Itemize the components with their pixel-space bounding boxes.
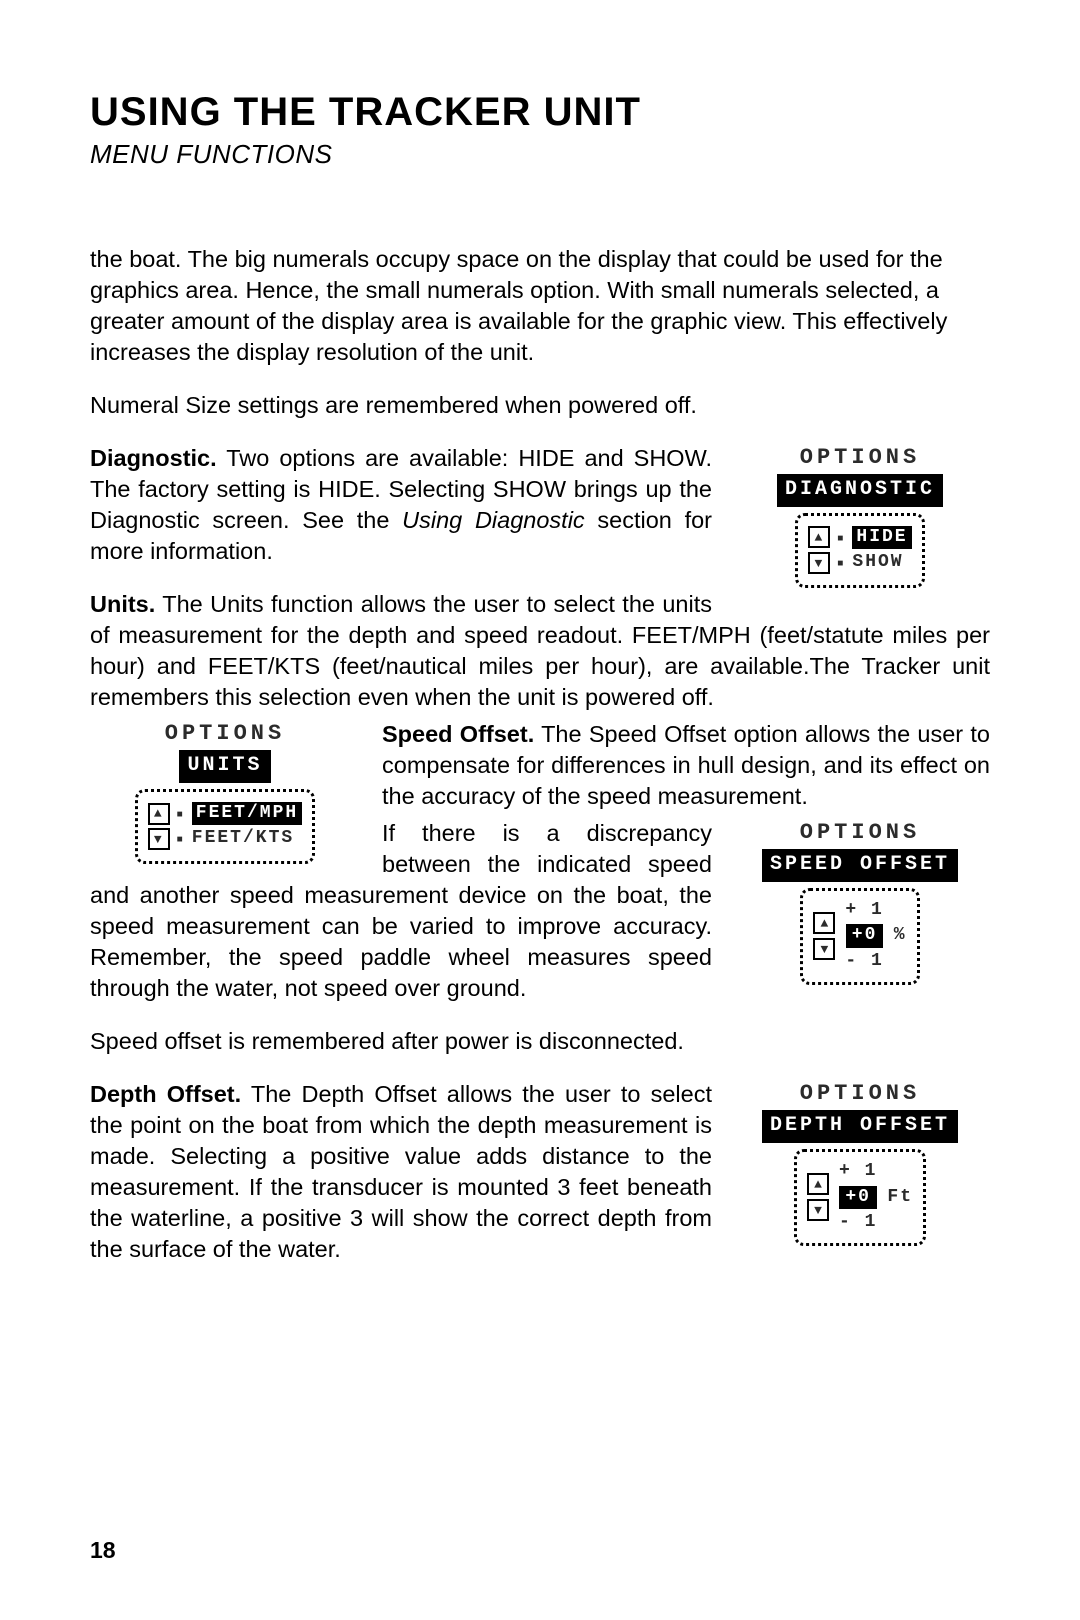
lcd-diagnostic-sub: DIAGNOSTIC xyxy=(777,474,943,506)
lcd-speed-offset-sub: SPEED OFFSET xyxy=(762,849,958,881)
speed-offset-up: + 1 xyxy=(845,899,883,923)
page-title: USING THE TRACKER UNIT xyxy=(90,90,990,135)
paragraph-intro: the boat. The big numerals occupy space … xyxy=(90,244,990,368)
lcd-speed-offset: OPTIONS SPEED OFFSET + 1 +0 - 1 % xyxy=(730,818,990,985)
selected-marker-icon xyxy=(176,802,186,826)
paragraph-speed-remember: Speed offset is remembered after power i… xyxy=(90,1026,990,1057)
depth-offset-unit: Ft xyxy=(887,1186,913,1210)
down-arrow-icon xyxy=(808,552,830,574)
lcd-depth-offset: OPTIONS DEPTH OFFSET + 1 +0 - 1 Ft xyxy=(730,1079,990,1246)
down-arrow-icon xyxy=(148,828,170,850)
up-arrow-icon xyxy=(148,803,170,825)
speed-offset-label: Speed Offset. xyxy=(382,721,534,747)
marker-icon xyxy=(176,827,186,851)
page-subtitle: MENU FUNCTIONS xyxy=(90,139,990,170)
down-arrow-icon xyxy=(807,1199,829,1221)
lcd-diagnostic-alt: SHOW xyxy=(852,551,903,575)
depth-offset-current: +0 xyxy=(839,1186,877,1210)
up-arrow-icon xyxy=(813,912,835,934)
lcd-units-selected: FEET/MPH xyxy=(192,802,302,826)
diagnostic-label: Diagnostic. xyxy=(90,445,217,471)
down-arrow-icon xyxy=(813,938,835,960)
marker-icon xyxy=(836,551,846,575)
up-arrow-icon xyxy=(808,526,830,548)
lcd-header: OPTIONS xyxy=(90,719,360,748)
depth-offset-text: The Depth Offset allows the user to sele… xyxy=(90,1081,712,1262)
page-number: 18 xyxy=(90,1537,116,1564)
paragraph-units: Units. The Units function allows the use… xyxy=(90,589,990,713)
selected-marker-icon xyxy=(836,526,846,550)
depth-offset-dn: - 1 xyxy=(839,1211,877,1235)
paragraph-numeral-size: Numeral Size settings are remembered whe… xyxy=(90,390,990,421)
lcd-units: OPTIONS UNITS FEET/MPH FEET/KTS xyxy=(90,719,360,864)
lcd-diagnostic-selected: HIDE xyxy=(852,526,911,550)
lcd-units-sub: UNITS xyxy=(179,750,270,782)
diagnostic-italic: Using Diagnostic xyxy=(402,507,585,533)
speed-offset-dn: - 1 xyxy=(845,950,883,974)
lcd-diagnostic: OPTIONS DIAGNOSTIC HIDE SHOW xyxy=(730,443,990,588)
units-text: The Units function allows the user to se… xyxy=(90,591,990,710)
depth-offset-up: + 1 xyxy=(839,1160,877,1184)
up-arrow-icon xyxy=(807,1173,829,1195)
speed-offset-current: +0 xyxy=(846,924,884,948)
lcd-header: OPTIONS xyxy=(730,1079,990,1108)
depth-offset-label: Depth Offset. xyxy=(90,1081,241,1107)
lcd-units-alt: FEET/KTS xyxy=(192,827,294,851)
speed-offset-unit: % xyxy=(894,924,907,948)
units-label: Units. xyxy=(90,591,155,617)
lcd-depth-offset-sub: DEPTH OFFSET xyxy=(762,1110,958,1142)
lcd-header: OPTIONS xyxy=(730,443,990,472)
lcd-header: OPTIONS xyxy=(730,818,990,847)
